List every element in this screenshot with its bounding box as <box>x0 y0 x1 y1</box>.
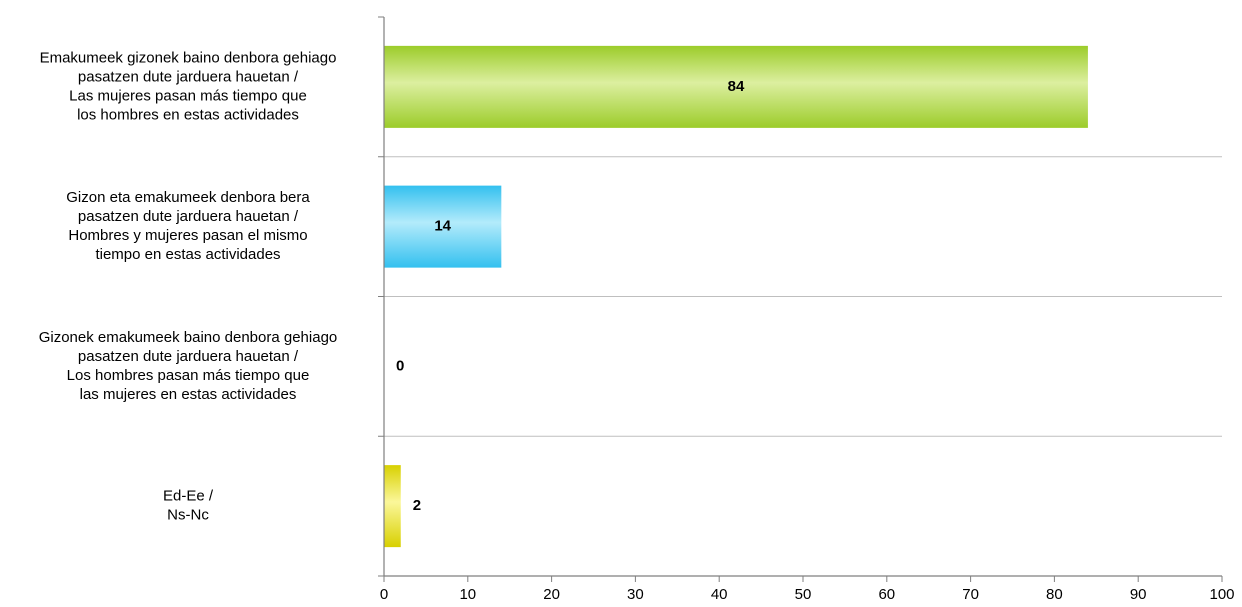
x-tick-label: 0 <box>380 586 388 603</box>
x-tick-label: 40 <box>711 586 728 603</box>
data-label: 14 <box>434 218 451 235</box>
x-tick-label: 70 <box>962 586 979 603</box>
bar <box>384 465 401 548</box>
category-labels: Emakumeek gizonek baino denbora gehiago p… <box>39 49 338 523</box>
bar <box>384 45 1088 128</box>
category-label: Emakumeek gizonek baino denbora gehiago p… <box>40 49 337 123</box>
category-label-line: Gizonek emakumeek baino denbora gehiago <box>39 329 338 346</box>
data-label: 84 <box>728 78 745 95</box>
x-tick-label: 90 <box>1130 586 1147 603</box>
category-label-line: Gizon eta emakumeek denbora bera <box>66 189 310 206</box>
category-label-line: tiempo en estas actividades <box>95 246 280 263</box>
x-tick-label: 100 <box>1209 586 1234 603</box>
category-label-line: Los hombres pasan más tiempo que <box>67 367 310 384</box>
category-label-line: pasatzen dute jarduera hauetan / <box>78 348 299 365</box>
data-label: 0 <box>396 357 404 374</box>
x-tick-label: 60 <box>878 586 895 603</box>
category-label-line: los hombres en estas actividades <box>77 106 299 123</box>
x-tick-label: 30 <box>627 586 644 603</box>
x-tick-label: 80 <box>1046 586 1063 603</box>
x-tick-label: 50 <box>795 586 812 603</box>
data-labels: 84 14 0 2 <box>396 78 745 514</box>
category-label-line: Ns-Nc <box>167 507 209 524</box>
category-label: Ed-Ee / Ns-Nc <box>163 488 214 524</box>
data-label: 2 <box>413 497 421 514</box>
x-tick-label: 20 <box>543 586 560 603</box>
category-label-line: pasatzen dute jarduera hauetan / <box>78 208 299 225</box>
bar <box>384 185 502 268</box>
category-label-line: Las mujeres pasan más tiempo que <box>69 87 307 104</box>
axes <box>378 16 1223 582</box>
category-label-line: las mujeres en estas actividades <box>80 386 297 403</box>
x-tick-labels: 0 10 20 30 40 50 60 70 80 90 100 <box>380 586 1235 603</box>
bars <box>384 45 1088 548</box>
category-label-line: Emakumeek gizonek baino denbora gehiago <box>40 49 337 66</box>
category-label-line: pasatzen dute jarduera hauetan / <box>78 68 299 85</box>
grid-lines <box>384 156 1222 437</box>
category-label: Gizonek emakumeek baino denbora gehiago p… <box>39 329 338 403</box>
category-label-line: Hombres y mujeres pasan el mismo <box>68 227 307 244</box>
category-label: Gizon eta emakumeek denbora bera pasatzen… <box>66 189 310 263</box>
category-label-line: Ed-Ee / <box>163 488 214 505</box>
x-tick-label: 10 <box>459 586 476 603</box>
